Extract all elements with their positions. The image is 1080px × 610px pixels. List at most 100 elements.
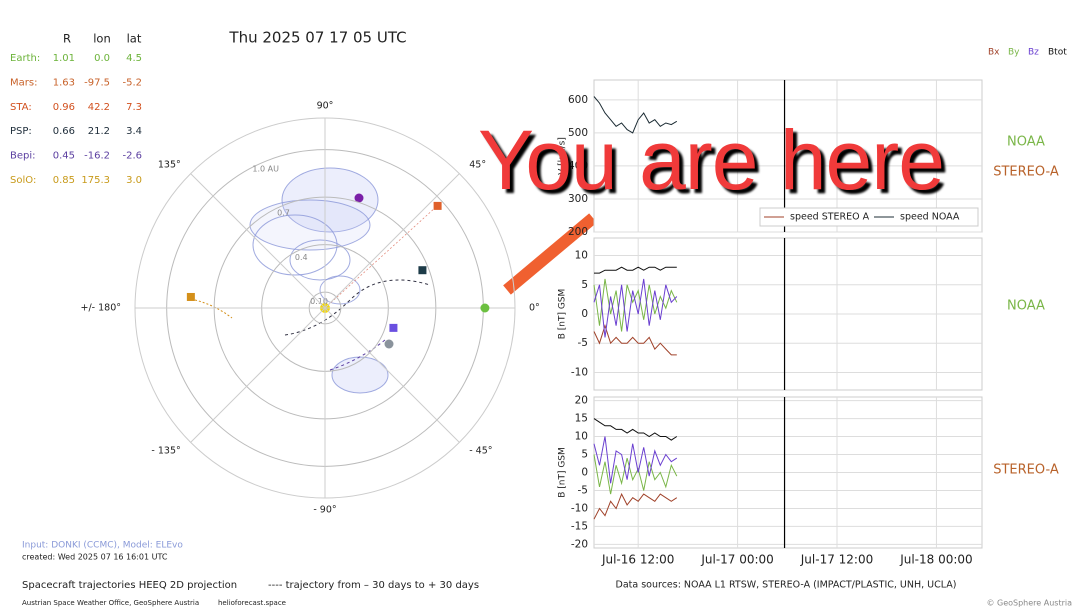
legend-label: speed NOAA [900, 212, 960, 223]
angle-label: 90° [317, 101, 334, 112]
y-tick-label: 5 [581, 449, 588, 461]
legend-label: speed STEREO A [790, 212, 870, 223]
body-name: Bepi: [10, 151, 36, 162]
y-tick-label: -10 [571, 502, 588, 514]
y-axis-label: B [nT] GSM [558, 289, 568, 340]
body-lat: -5.2 [122, 77, 142, 88]
body-lat: 3.0 [126, 175, 142, 186]
y-tick-label: 15 [575, 413, 588, 425]
y-tick-label: 500 [568, 127, 588, 139]
body-name: SolO: [10, 175, 36, 186]
y-tick-label: -15 [571, 520, 588, 532]
series-line [593, 436, 678, 484]
body-lon: -16.2 [84, 151, 110, 162]
body-lat: -2.6 [122, 151, 142, 162]
planet [354, 193, 364, 203]
body-lon: 42.2 [88, 102, 110, 113]
body-marker [389, 323, 398, 332]
legend-box [759, 207, 979, 227]
body-name: STA: [10, 102, 32, 113]
cme-shapes [249, 167, 389, 394]
y-axis-label: B [nT] GSM [558, 447, 568, 498]
x-tick-label: Jul-17 00:00 [700, 553, 773, 567]
spoke [190, 307, 326, 443]
ring-label: 0.7 [277, 209, 290, 218]
y-tick-label: 300 [568, 193, 588, 205]
y-tick-label: 200 [568, 226, 588, 238]
body-marker [418, 266, 427, 275]
y-tick-label: 0 [581, 308, 588, 320]
body-lat: 4.5 [126, 53, 142, 64]
body-marker [480, 303, 490, 313]
ring-label: 1.0 AU [252, 165, 279, 174]
y-tick-label: 600 [568, 94, 588, 106]
y-tick-label: -5 [578, 484, 588, 496]
body-R: 0.96 [53, 102, 75, 113]
y-tick-label: 5 [581, 279, 588, 291]
series-line [593, 278, 678, 338]
column-header: lon [93, 32, 111, 46]
spoke [190, 173, 326, 309]
body-lat: 3.4 [126, 126, 142, 137]
ring-label: 0.4 [295, 253, 308, 262]
body-name: Earth: [10, 53, 40, 64]
planet [384, 339, 394, 349]
y-tick-label: -10 [571, 366, 588, 378]
series-line [593, 454, 678, 495]
plot-area [593, 79, 983, 233]
angle-label: 0° [529, 303, 540, 314]
x-tick-label: Jul-17 12:00 [800, 553, 873, 567]
body-R: 0.45 [53, 151, 75, 162]
panel-label: STEREO-A [993, 165, 1059, 180]
title: Thu 2025 07 17 05 UTC [228, 29, 406, 47]
legend-label: By [1008, 48, 1020, 58]
spoke [324, 307, 460, 443]
body-marker [433, 201, 442, 210]
panel-label: NOAA [1007, 135, 1045, 150]
angle-label: - 90° [313, 505, 336, 516]
series-line [593, 96, 678, 134]
column-header: R [63, 32, 71, 46]
created-note: created: Wed 2025 07 16 16:01 UTC [22, 553, 168, 562]
ring-label: 0.10 [310, 297, 328, 306]
copyright: © GeoSphere Austria [986, 599, 1072, 608]
body-lon: 21.2 [88, 126, 110, 137]
trajectory [284, 279, 431, 336]
body-name: PSP: [10, 126, 32, 137]
series-line [593, 492, 678, 520]
angle-label: 45° [469, 160, 486, 171]
site-note: helioforecast.space [218, 599, 286, 607]
body-lon: -97.5 [84, 77, 110, 88]
trajectory-note: ---- trajectory from – 30 days to + 30 d… [268, 580, 479, 591]
y-tick-label: 10 [575, 250, 588, 262]
legend-label: Bz [1028, 48, 1039, 58]
sources-note: Data sources: NOAA L1 RTSW, STEREO-A (IM… [616, 580, 957, 591]
body-R: 0.66 [53, 126, 75, 137]
input-note: Input: DONKI (CCMC), Model: ELEvo [22, 541, 183, 551]
y-tick-label: 10 [575, 431, 588, 443]
legend-label: Bx [988, 48, 1000, 58]
panel-label: STEREO-A [993, 463, 1059, 478]
connector [324, 206, 437, 309]
column-header: lat [127, 32, 142, 46]
series-line [594, 266, 677, 274]
body-marker [186, 292, 195, 301]
angle-label: 135° [158, 160, 181, 171]
x-tick-label: Jul-16 12:00 [601, 553, 674, 567]
y-tick-label: 20 [575, 395, 588, 407]
body-lon: 175.3 [81, 175, 110, 186]
angle-label: - 135° [151, 445, 180, 456]
series-line [593, 418, 678, 441]
body-name: Mars: [10, 77, 37, 88]
trajectory [329, 339, 386, 371]
y-tick-label: -20 [571, 538, 588, 550]
arrow [503, 213, 597, 295]
y-tick-label: -5 [578, 337, 588, 349]
spoke [324, 173, 460, 309]
trajectory [194, 299, 233, 319]
body-R: 1.01 [53, 53, 75, 64]
y-tick-label: 400 [568, 160, 588, 172]
overlay-text: You are here [478, 113, 945, 207]
